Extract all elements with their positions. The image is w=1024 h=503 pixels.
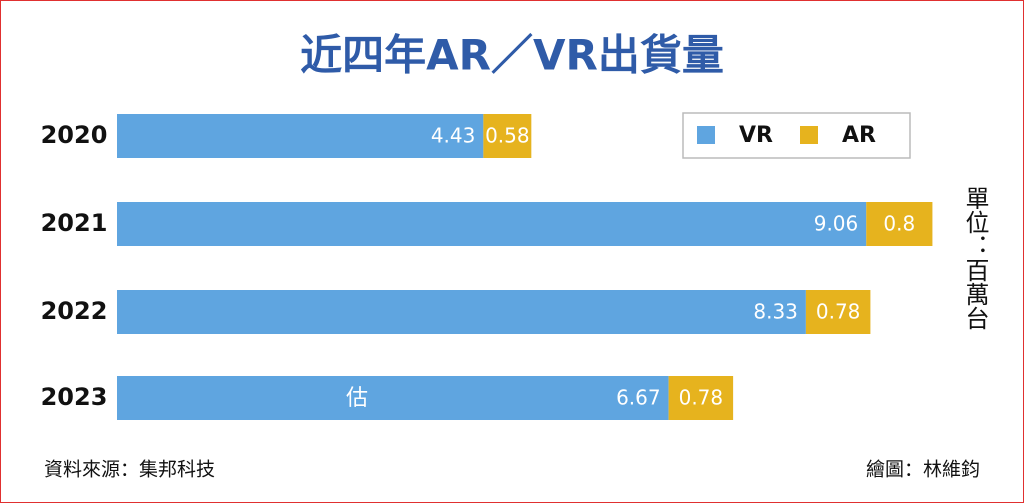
credit: 繪圖：林維鈞 <box>866 459 980 481</box>
bar-segment <box>117 376 669 420</box>
legend-label: AR <box>842 123 876 148</box>
legend-swatch <box>697 126 715 144</box>
value-label: 6.67 <box>616 386 661 410</box>
unit-label: 單位：百萬台 <box>961 186 989 330</box>
y-tick-label: 2023 <box>41 383 108 411</box>
value-label: 4.43 <box>431 124 476 148</box>
bar-segment <box>117 290 806 334</box>
legend-label: VR <box>739 123 773 148</box>
legend-box <box>682 112 911 159</box>
y-tick-label: 2021 <box>41 209 108 237</box>
source: 資料來源：集邦科技 <box>44 459 215 481</box>
bar-segment <box>805 290 871 334</box>
bar-segment <box>117 114 484 158</box>
chart-title: 近四年AR／VR出貨量 <box>300 31 724 80</box>
bar-segment <box>866 202 933 246</box>
bar-segment <box>117 202 867 246</box>
value-label: 0.78 <box>679 386 724 410</box>
value-label: 0.58 <box>485 124 530 148</box>
bar-segment <box>483 114 532 158</box>
y-tick-label: 2022 <box>41 297 108 325</box>
value-label: 9.06 <box>814 212 859 236</box>
y-tick-label: 2020 <box>41 121 108 149</box>
annotation: 估 <box>346 386 368 411</box>
value-label: 8.33 <box>753 300 798 324</box>
value-label: 0.8 <box>883 212 915 236</box>
legend-swatch <box>800 126 818 144</box>
bar-segment <box>668 376 734 420</box>
value-label: 0.78 <box>816 300 861 324</box>
